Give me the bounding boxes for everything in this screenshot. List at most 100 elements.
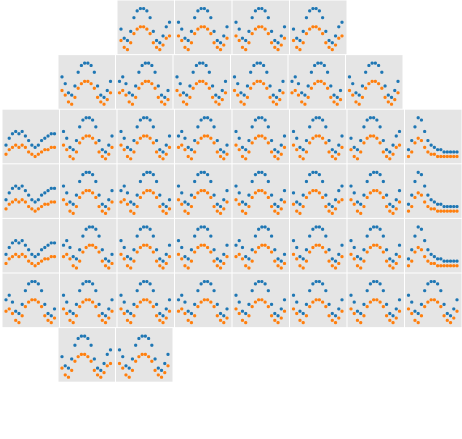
dot	[324, 41, 328, 45]
dot	[127, 100, 131, 104]
dot	[92, 368, 96, 372]
dot	[327, 150, 331, 154]
dot	[413, 125, 417, 129]
dot	[46, 134, 50, 138]
dot	[61, 184, 66, 188]
dot	[100, 148, 104, 152]
dot	[151, 41, 155, 45]
dot	[166, 88, 170, 93]
dot	[193, 250, 197, 254]
dot	[381, 289, 385, 293]
dot	[39, 138, 44, 143]
dot	[352, 154, 356, 159]
dot	[311, 227, 315, 231]
dot	[327, 45, 331, 49]
dot	[189, 311, 194, 316]
dot	[380, 70, 384, 74]
dot	[455, 154, 459, 159]
dot	[378, 282, 382, 286]
dot	[43, 245, 47, 250]
dot	[225, 143, 229, 147]
dot	[397, 309, 402, 313]
dot	[129, 29, 133, 33]
dot	[423, 200, 427, 204]
dot	[269, 138, 274, 143]
dot	[365, 289, 369, 293]
dot	[138, 179, 142, 184]
dot	[253, 250, 257, 254]
dot	[397, 200, 402, 204]
dot	[232, 75, 237, 79]
dot	[234, 198, 238, 202]
dot	[333, 321, 338, 325]
dot	[340, 34, 344, 38]
dot	[180, 257, 184, 261]
dot	[97, 314, 101, 318]
dot	[137, 355, 141, 359]
dot	[199, 6, 203, 11]
dot	[218, 204, 223, 209]
dot	[295, 136, 299, 140]
dot	[265, 70, 269, 74]
dot	[279, 152, 283, 156]
dot	[362, 193, 366, 197]
dot	[76, 336, 80, 341]
dot	[337, 25, 341, 29]
dot	[92, 70, 96, 74]
dot	[391, 211, 395, 215]
dot	[105, 364, 109, 368]
dot	[158, 41, 162, 45]
dot	[330, 311, 334, 316]
dot	[183, 264, 187, 268]
dot	[186, 309, 190, 313]
dot	[94, 227, 98, 231]
dot	[81, 250, 85, 254]
dot	[225, 200, 229, 204]
dot	[240, 36, 245, 40]
dot	[49, 321, 53, 325]
dot	[349, 148, 353, 152]
dot	[260, 6, 264, 11]
dot	[14, 143, 18, 147]
dot	[119, 129, 123, 134]
dot	[247, 138, 251, 143]
dot	[349, 252, 353, 256]
dot	[154, 259, 159, 263]
dot	[225, 255, 229, 259]
dot	[103, 157, 108, 161]
dot	[452, 307, 456, 311]
dot	[298, 309, 302, 313]
dot	[206, 173, 210, 177]
dot	[193, 138, 197, 143]
dot	[263, 243, 267, 247]
dot	[100, 209, 104, 213]
dot	[209, 282, 213, 286]
dot	[282, 200, 287, 204]
dot	[301, 157, 305, 161]
dot	[388, 202, 392, 206]
dot	[250, 259, 254, 263]
dot	[426, 204, 430, 209]
dot	[180, 293, 184, 297]
dot	[257, 245, 261, 250]
dot	[14, 239, 18, 243]
dot	[135, 289, 139, 293]
dot	[301, 193, 305, 197]
dot	[63, 93, 67, 97]
dot	[397, 298, 402, 302]
dot	[122, 257, 126, 261]
dot	[381, 150, 385, 154]
dot	[372, 225, 376, 229]
dot	[154, 302, 159, 306]
dot	[333, 43, 338, 47]
dot	[129, 311, 133, 316]
dot	[419, 193, 424, 197]
dot	[78, 305, 82, 309]
dot	[322, 63, 326, 68]
dot	[125, 154, 130, 159]
dot	[135, 204, 139, 209]
dot	[212, 41, 216, 45]
dot	[220, 88, 224, 93]
dot	[49, 132, 53, 136]
dot	[327, 302, 331, 306]
